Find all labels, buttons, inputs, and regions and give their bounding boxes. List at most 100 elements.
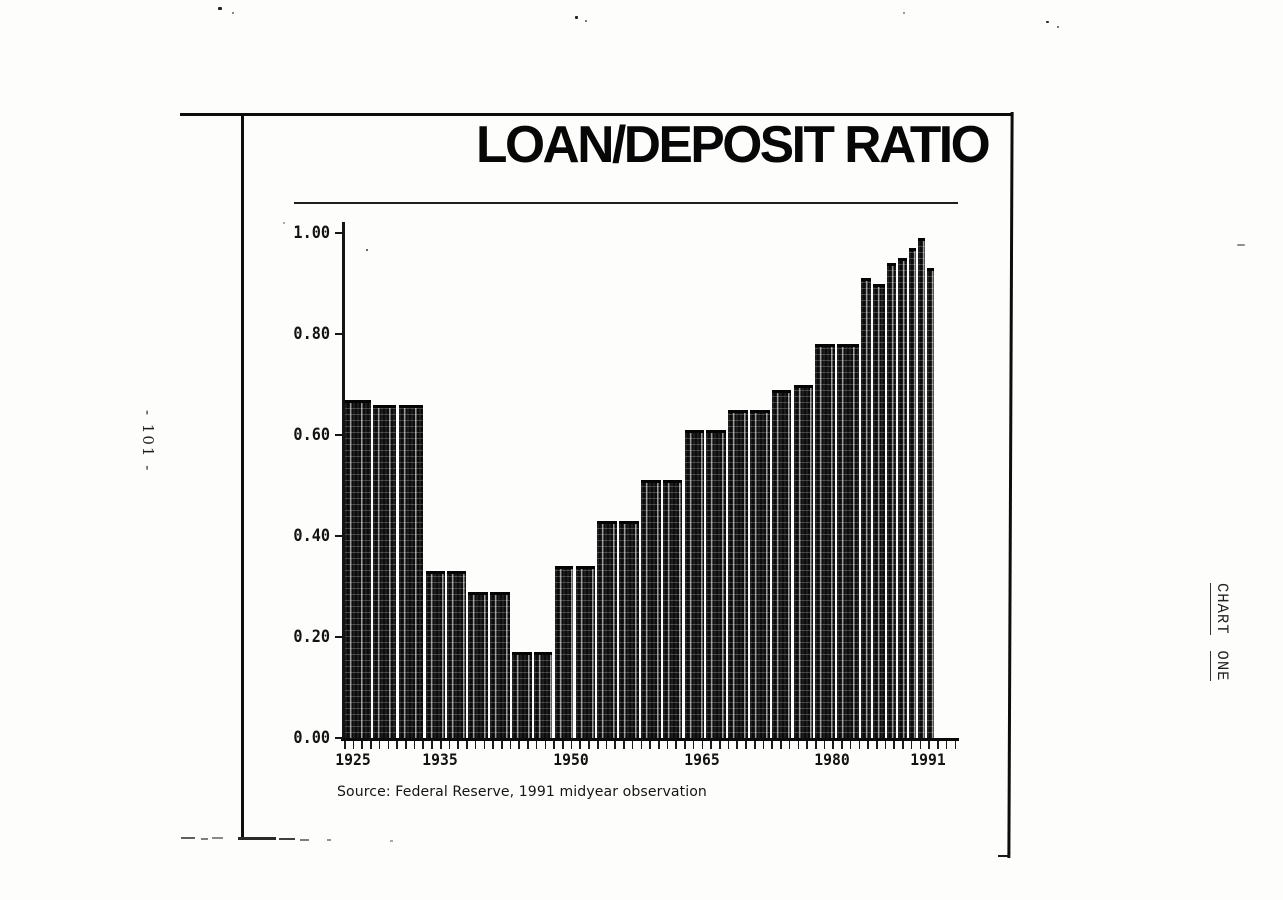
x-axis-tick [692, 741, 695, 749]
x-axis-tick [954, 741, 957, 749]
figure-border-bottom-dash [279, 838, 295, 840]
x-axis-tick [614, 741, 616, 749]
x-axis-tick [762, 741, 765, 749]
bar [837, 344, 859, 738]
bar [793, 384, 814, 738]
bar [873, 283, 885, 738]
page-number: - 101 - [139, 410, 157, 473]
bar [908, 248, 917, 738]
x-axis-tick [413, 741, 416, 749]
x-axis-tick [797, 741, 800, 749]
bar [575, 566, 596, 738]
x-axis-tick [876, 741, 878, 749]
bar [597, 520, 618, 738]
bar [641, 480, 661, 738]
y-axis-tick [334, 333, 343, 335]
x-axis-tick [788, 741, 791, 749]
bar [860, 278, 871, 738]
x-axis-tick [945, 741, 948, 749]
x-axis-tick [474, 741, 477, 749]
x-axis-line [341, 738, 959, 741]
figure-border-bottom-dash [390, 840, 393, 842]
bar [684, 429, 705, 738]
x-axis-tick [405, 741, 407, 749]
x-axis-tick [893, 741, 896, 749]
scan-speck [283, 222, 285, 224]
bar [447, 571, 467, 738]
x-axis-tick [448, 741, 451, 749]
x-axis-tick-label: 1950 [553, 750, 589, 769]
figure-border-bottom-dash [238, 837, 276, 840]
x-axis-tick [562, 741, 564, 749]
x-axis-tick-label: 1965 [683, 750, 720, 769]
x-axis-tick-label: 1935 [422, 750, 458, 769]
scan-speck [232, 12, 234, 14]
bar [706, 429, 727, 738]
figure-border-bottom-dash [181, 837, 195, 839]
y-axis-tick-label: 1.00 [293, 223, 330, 242]
bar [425, 571, 446, 738]
x-axis-tick [910, 741, 913, 749]
x-axis-tick [466, 741, 468, 749]
x-axis-tick [623, 741, 625, 749]
bar [490, 591, 510, 738]
bar [619, 520, 639, 738]
bar [344, 399, 372, 738]
bar [398, 404, 424, 738]
scan-speck [575, 16, 578, 19]
x-axis-tick [719, 741, 721, 749]
x-axis-tick [919, 741, 922, 749]
x-axis-tick [666, 741, 669, 749]
x-axis-tick [387, 741, 390, 749]
x-axis-tick [832, 741, 834, 749]
x-axis-tick [675, 741, 677, 749]
x-axis-tick [588, 741, 590, 749]
bar [728, 409, 748, 738]
x-axis-tick [701, 741, 704, 749]
figure-border-bottom-dash [212, 837, 223, 839]
x-axis-tick [605, 741, 608, 749]
x-axis-tick [841, 741, 843, 749]
x-axis-tick [937, 741, 939, 749]
bar [468, 591, 488, 738]
x-axis-tick [544, 741, 547, 749]
figure-border-bottom-dash [300, 839, 309, 841]
bar [373, 404, 397, 738]
source-note: Source: Federal Reserve, 1991 midyear ob… [337, 784, 707, 800]
x-axis-tick [745, 741, 747, 749]
scan-speck [1046, 21, 1049, 23]
chart-title: LOAN/DEPOSIT RATIO [476, 116, 991, 174]
figure-border-right [1007, 111, 1014, 859]
scan-speck [1057, 26, 1059, 28]
x-axis-tick [771, 741, 773, 749]
scan-speck [1237, 244, 1245, 246]
x-axis-tick [570, 741, 573, 749]
x-axis-tick [753, 741, 756, 749]
x-axis-tick [849, 741, 852, 749]
x-axis-tick [370, 741, 372, 749]
x-axis-tick [579, 741, 582, 749]
x-axis-tick-label: 1925 [334, 750, 371, 769]
scan-speck [366, 249, 368, 251]
x-axis-tick [439, 741, 442, 749]
y-axis-tick-label: 0.40 [293, 526, 330, 545]
x-axis-tick [596, 741, 599, 749]
y-axis-tick [334, 737, 343, 739]
scan-speck [218, 7, 222, 10]
x-axis-tick [361, 741, 364, 749]
x-axis-tick [902, 741, 904, 749]
bar [918, 238, 925, 738]
x-axis-tick [527, 741, 529, 749]
x-axis-tick [710, 741, 712, 749]
x-axis-tick [814, 741, 817, 749]
x-axis-tick [858, 741, 861, 749]
x-axis-tick [823, 741, 826, 749]
bar [554, 566, 574, 738]
chart-side-label: CHART ONE [1210, 583, 1231, 682]
x-axis-tick [657, 741, 660, 749]
chart-side-label-word1: CHART [1210, 583, 1231, 635]
bar [662, 480, 683, 738]
x-axis-tick [631, 741, 634, 749]
x-axis-tick [396, 741, 398, 749]
